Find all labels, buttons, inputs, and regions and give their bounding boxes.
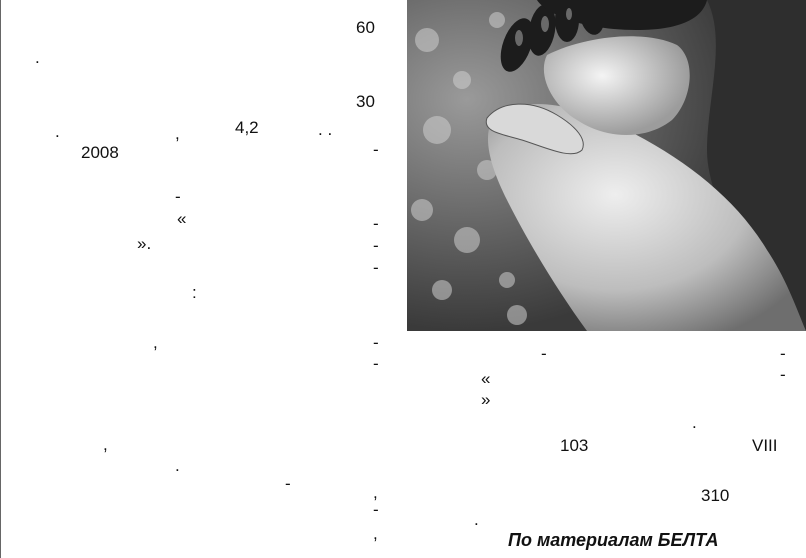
number-4-2: 4,2 [235,118,259,137]
text-fragment: , [175,124,180,143]
number-310: 310 [701,486,730,505]
text-fragment: . [474,510,479,529]
text-fragment: - [373,258,379,277]
text-fragment: . [55,122,60,141]
text-fragment: , [153,333,158,352]
quote-open: « [481,369,491,388]
year-2008: 2008 [81,143,119,162]
source-credit: По материалам БЕЛТА [508,530,719,550]
photo-illustration [407,0,806,331]
text-fragment: - [373,214,379,233]
text-fragment: - [780,365,786,384]
text-fragment: . [175,456,180,475]
number-103: 103 [560,436,589,455]
roman-numeral-viii: VIII [752,436,778,455]
text-fragment: - [373,236,379,255]
text-fragment: - [780,344,786,363]
text-fragment: , [103,435,108,454]
text-fragment: - [373,354,379,373]
number-30: 30 [356,92,375,111]
quote-close: ». [137,234,152,253]
text-fragment: - [373,333,379,352]
quote-close: » [481,390,491,409]
text-fragment: , [373,483,378,502]
text-fragment: - [373,500,379,519]
hands-oil-photo [407,0,806,331]
text-fragment: : [192,283,197,302]
text-fragment: , [373,524,378,543]
text-fragment: - [541,344,547,363]
page-left-border [0,0,1,558]
text-fragment: - [175,187,181,206]
text-fragment: . . [318,120,333,139]
text-fragment: - [373,140,379,159]
text-fragment: . [692,413,697,432]
number-60: 60 [356,18,375,37]
text-fragment: . [35,48,40,67]
text-fragment: - [285,474,291,493]
quote-open: « [177,209,187,228]
